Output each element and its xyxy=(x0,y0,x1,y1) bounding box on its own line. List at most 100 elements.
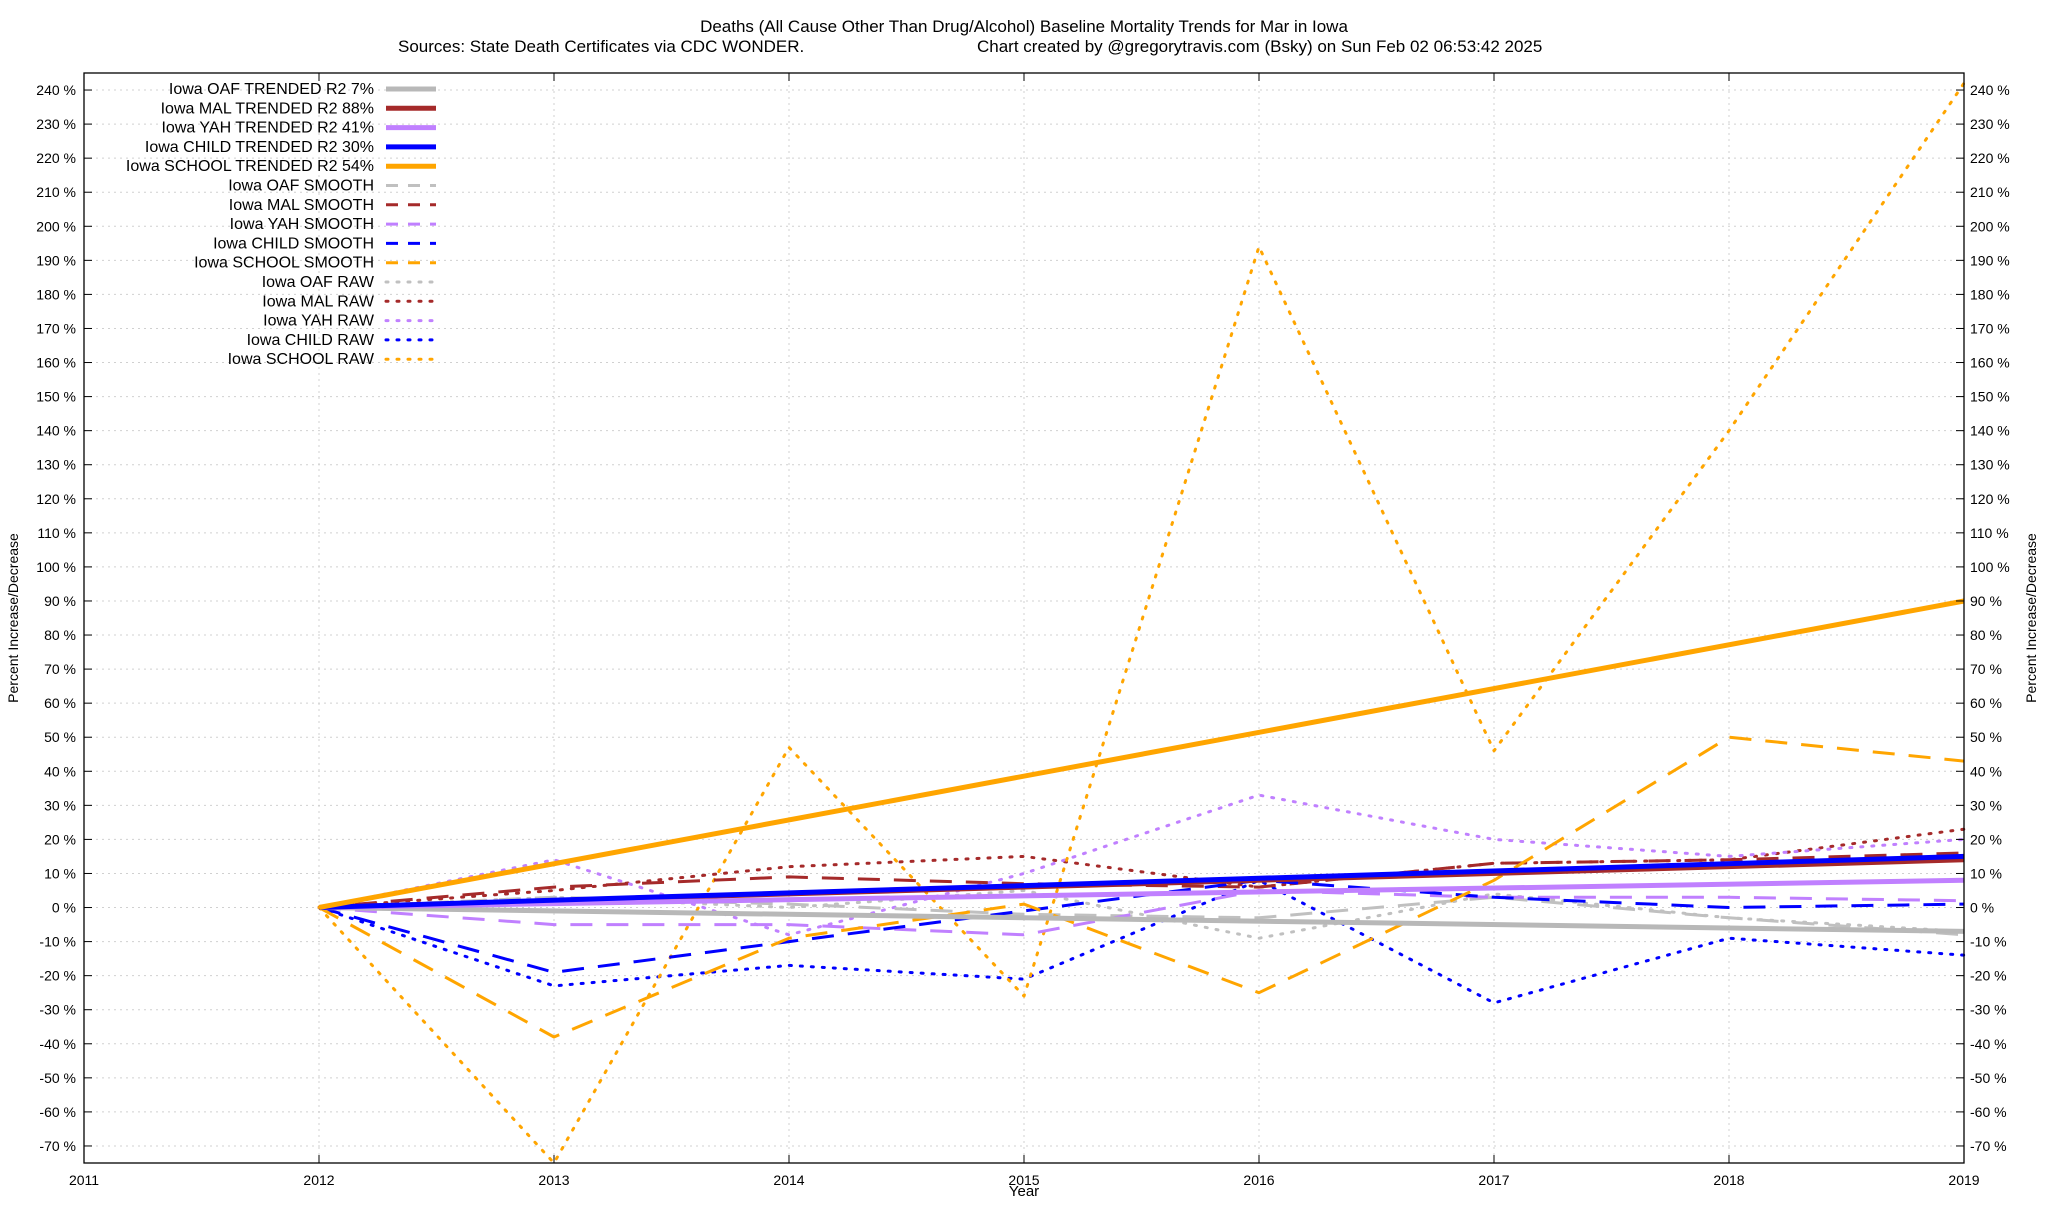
y-tick-label-right: 200 % xyxy=(1970,218,2010,234)
y-tick-label-left: 40 % xyxy=(44,763,76,779)
y-tick-label-right: -50 % xyxy=(1970,1070,2007,1086)
y-tick-label-left: 70 % xyxy=(44,661,76,677)
y-tick-label-right: -60 % xyxy=(1970,1104,2007,1120)
series-line-4 xyxy=(318,598,1965,910)
series-line-13 xyxy=(317,878,1966,1005)
x-axis-label: Year xyxy=(1009,1183,1039,1200)
legend-label: Iowa MAL SMOOTH xyxy=(229,197,374,214)
y-tick-label-left: 120 % xyxy=(36,491,76,507)
y-tick-label-right: -10 % xyxy=(1970,934,2007,950)
y-tick-label-left: -40 % xyxy=(39,1036,76,1052)
chart-title: Deaths (All Cause Other Than Drug/Alcoho… xyxy=(700,17,1348,36)
x-tick-label: 2011 xyxy=(69,1172,99,1188)
y-tick-label-left: -20 % xyxy=(39,968,76,984)
legend-label: Iowa OAF SMOOTH xyxy=(228,178,374,195)
y-tick-label-right: -30 % xyxy=(1970,1002,2007,1018)
y-tick-label-right: 120 % xyxy=(1970,491,2010,507)
x-tick-label: 2018 xyxy=(1713,1172,1744,1188)
legend-label: Iowa SCHOOL TRENDED R2 54% xyxy=(126,158,374,175)
y-tick-label-right: 100 % xyxy=(1970,559,2010,575)
y-tick-label-left: -60 % xyxy=(39,1104,76,1120)
y-tick-label-right: 190 % xyxy=(1970,252,2010,268)
y-tick-label-left: 160 % xyxy=(36,355,76,371)
y-tick-label-left: 20 % xyxy=(44,831,76,847)
y-tick-label-right: 60 % xyxy=(1970,695,2002,711)
grid-lines xyxy=(84,73,1964,1163)
y-tick-label-right: 80 % xyxy=(1970,627,2002,643)
x-tick-label: 2013 xyxy=(538,1172,569,1188)
x-tick-label: 2014 xyxy=(773,1172,804,1188)
legend-label: Iowa YAH TRENDED R2 41% xyxy=(161,120,374,137)
y-tick-label-left: 80 % xyxy=(44,627,76,643)
y-axis-label-left: Percent Increase/Decrease xyxy=(5,533,21,703)
legend: Iowa OAF TRENDED R2 7% Iowa MAL TRENDED R… xyxy=(126,81,438,368)
legend-label: Iowa SCHOOL RAW xyxy=(228,351,375,368)
y-tick-label-right: 240 % xyxy=(1970,82,2010,98)
y-tick-label-left: 210 % xyxy=(36,184,76,200)
series-line-3 xyxy=(318,853,1965,910)
y-tick-label-left: 200 % xyxy=(36,218,76,234)
y-tick-label-left: 150 % xyxy=(36,389,76,405)
y-tick-label-right: -70 % xyxy=(1970,1138,2007,1154)
y-tick-label-left: 60 % xyxy=(44,695,76,711)
y-tick-label-right: 10 % xyxy=(1970,865,2002,881)
y-tick-label-right: 160 % xyxy=(1970,355,2010,371)
legend-label: Iowa CHILD SMOOTH xyxy=(213,235,374,252)
y-tick-label-left: 190 % xyxy=(36,252,76,268)
x-tick-label: 2019 xyxy=(1948,1172,1979,1188)
y-tick-label-right: -40 % xyxy=(1970,1036,2007,1052)
y-tick-label-left: 10 % xyxy=(44,865,76,881)
x-tick-label: 2017 xyxy=(1478,1172,1509,1188)
y-tick-label-right: 30 % xyxy=(1970,797,2002,813)
x-tick-label: 2012 xyxy=(303,1172,334,1188)
y-tick-label-left: 220 % xyxy=(36,150,76,166)
y-tick-label-right: 110 % xyxy=(1970,525,2009,541)
y-tick-label-right: 170 % xyxy=(1970,320,2010,336)
y-tick-label-left: 140 % xyxy=(36,423,76,439)
y-tick-label-left: 180 % xyxy=(36,286,76,302)
y-tick-label-left: -30 % xyxy=(39,1002,76,1018)
y-tick-label-left: 100 % xyxy=(36,559,76,575)
legend-label: Iowa YAH SMOOTH xyxy=(230,216,374,233)
y-tick-label-left: 0 % xyxy=(52,900,76,916)
y-tick-label-right: 20 % xyxy=(1970,831,2002,847)
y-tick-label-right: -20 % xyxy=(1970,968,2007,984)
y-tick-label-right: 0 % xyxy=(1970,900,1994,916)
y-tick-label-left: -70 % xyxy=(39,1138,76,1154)
series-line-14 xyxy=(317,81,1966,1165)
y-tick-label-right: 50 % xyxy=(1970,729,2002,745)
y-tick-label-left: 110 % xyxy=(37,525,76,541)
x-tick-label: 2015 xyxy=(1008,1172,1039,1188)
legend-label: Iowa YAH RAW xyxy=(263,313,375,330)
series-lines xyxy=(317,81,1966,1165)
y-tick-label-right: 70 % xyxy=(1970,661,2002,677)
series-line-0 xyxy=(318,905,1965,934)
y-tick-label-right: 210 % xyxy=(1970,184,2010,200)
y-tick-label-right: 180 % xyxy=(1970,286,2010,302)
legend-label: Iowa SCHOOL SMOOTH xyxy=(194,255,374,272)
y-tick-label-left: -50 % xyxy=(39,1070,76,1086)
y-tick-label-right: 230 % xyxy=(1970,116,2010,132)
y-tick-label-left: 240 % xyxy=(36,82,76,98)
y-tick-label-right: 90 % xyxy=(1970,593,2002,609)
series-line-5 xyxy=(318,895,1965,937)
x-tick-label: 2016 xyxy=(1243,1172,1274,1188)
chart-subtitle-source: Sources: State Death Certificates via CD… xyxy=(398,37,804,56)
series-line-6 xyxy=(318,851,1965,909)
series-line-7 xyxy=(318,889,1965,937)
legend-label: Iowa CHILD TRENDED R2 30% xyxy=(145,139,374,156)
chart-subtitle-credit: Chart created by @gregorytravis.com (Bsk… xyxy=(977,37,1542,56)
y-tick-label-left: 30 % xyxy=(44,797,76,813)
y-axis-label-right: Percent Increase/Decrease xyxy=(2023,533,2039,703)
legend-label: Iowa MAL RAW xyxy=(262,293,375,310)
y-tick-label-right: 140 % xyxy=(1970,423,2010,439)
legend-label: Iowa OAF TRENDED R2 7% xyxy=(169,81,374,98)
y-tick-label-right: 150 % xyxy=(1970,389,2010,405)
y-tick-label-left: 170 % xyxy=(36,320,76,336)
y-tick-label-right: 220 % xyxy=(1970,150,2010,166)
axis-ticks: 2011 2012 2013 2014 2015 2016 2017 2018 2019 -70 … xyxy=(36,73,2010,1188)
y-tick-label-left: 50 % xyxy=(44,729,76,745)
y-tick-label-right: 130 % xyxy=(1970,457,2010,473)
